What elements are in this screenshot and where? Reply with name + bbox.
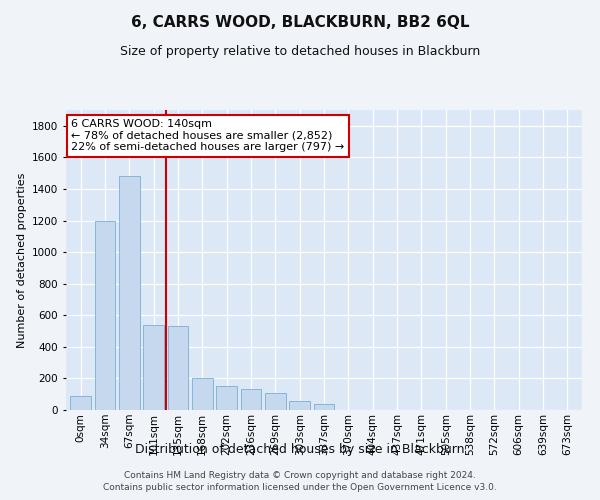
Bar	[289, 402, 310, 410]
Bar	[314, 404, 334, 410]
Bar	[241, 390, 262, 410]
Y-axis label: Number of detached properties: Number of detached properties	[17, 172, 26, 348]
Bar	[265, 392, 286, 410]
Text: Contains HM Land Registry data © Crown copyright and database right 2024.: Contains HM Land Registry data © Crown c…	[124, 471, 476, 480]
Text: Distribution of detached houses by size in Blackburn: Distribution of detached houses by size …	[135, 442, 465, 456]
Bar	[143, 324, 164, 410]
Bar	[167, 326, 188, 410]
Text: 6, CARRS WOOD, BLACKBURN, BB2 6QL: 6, CARRS WOOD, BLACKBURN, BB2 6QL	[131, 15, 469, 30]
Bar	[95, 220, 115, 410]
Text: 6 CARRS WOOD: 140sqm
← 78% of detached houses are smaller (2,852)
22% of semi-de: 6 CARRS WOOD: 140sqm ← 78% of detached h…	[71, 119, 344, 152]
Text: Contains public sector information licensed under the Open Government Licence v3: Contains public sector information licen…	[103, 484, 497, 492]
Bar	[119, 176, 140, 410]
Bar	[216, 386, 237, 410]
Bar	[70, 396, 91, 410]
Text: Size of property relative to detached houses in Blackburn: Size of property relative to detached ho…	[120, 45, 480, 58]
Bar	[192, 378, 212, 410]
